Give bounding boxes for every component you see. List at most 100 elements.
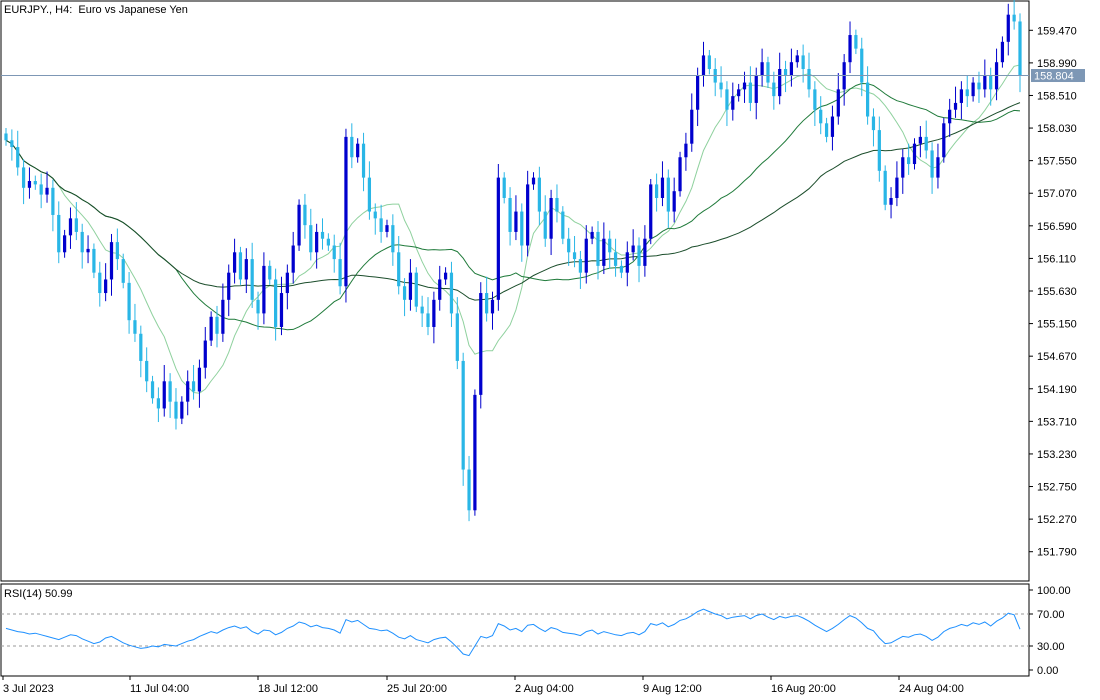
candle-body — [707, 55, 711, 69]
candle-body — [602, 238, 606, 266]
candle-body — [543, 211, 547, 239]
candle-body — [291, 245, 295, 273]
candle-body — [356, 143, 360, 158]
candle-body — [801, 55, 805, 69]
candle-body — [332, 245, 336, 260]
candle-body — [936, 157, 940, 178]
candle-body — [168, 381, 172, 402]
candle-body — [918, 136, 922, 144]
price-axis: 159.470 158.990 158.510 158.030 157.550 157.0… — [1029, 25, 1077, 559]
candle-body — [180, 401, 184, 419]
candle-body — [953, 102, 958, 110]
candle-body — [104, 279, 108, 294]
chart-header: EURJPY., H4: Euro vs Japanese Yen — [4, 4, 188, 16]
ma-slow-line — [5, 102, 1021, 301]
candle-body — [1012, 14, 1016, 22]
rsi-panel — [0, 583, 1030, 677]
candle-body — [912, 143, 917, 165]
candle-body — [672, 191, 676, 212]
candle-body — [860, 48, 864, 83]
candle-body — [174, 401, 178, 419]
candle-body — [631, 245, 635, 253]
candle-body — [309, 225, 313, 253]
candle-body — [977, 82, 981, 90]
candle-body — [426, 313, 430, 327]
candle-body — [660, 177, 665, 198]
price-tick-label: 155.150 — [1037, 319, 1077, 331]
candle-body — [854, 35, 858, 49]
candle-body — [590, 231, 594, 239]
time-axis: 3 Jul 2023 11 Jul 04:00 18 Jul 12:00 25 Jul… — [2, 676, 964, 695]
price-tick-label: 156.110 — [1037, 253, 1076, 265]
candle-body — [778, 68, 782, 97]
candle-body — [27, 181, 32, 188]
candle-body — [21, 167, 26, 188]
candle-body — [39, 184, 43, 195]
time-tick-label: 18 Jul 12:00 — [258, 683, 318, 695]
candle-body — [449, 272, 454, 314]
candle-body — [244, 259, 248, 280]
candle-body — [221, 299, 225, 334]
candle-body — [209, 316, 213, 341]
price-tick-label: 152.750 — [1037, 482, 1077, 494]
price-panel — [0, 0, 1030, 582]
candle-body — [830, 116, 835, 137]
candle-body — [10, 140, 14, 148]
candle-body — [584, 238, 588, 273]
price-tick-label: 153.710 — [1037, 416, 1077, 428]
candle-body — [725, 89, 729, 110]
candle-body — [819, 109, 823, 124]
candle-body — [57, 214, 61, 253]
candle-body — [139, 333, 143, 361]
candle-body — [256, 299, 260, 314]
price-tick-label: 158.510 — [1037, 90, 1077, 102]
candle-body — [191, 381, 196, 392]
candle-body — [344, 136, 348, 287]
candle-body — [959, 89, 963, 103]
candle-body — [924, 136, 928, 151]
candle-body — [684, 143, 688, 158]
candle-body — [414, 272, 418, 307]
moving-averages — [5, 64, 1021, 394]
candle-body — [813, 89, 817, 110]
time-tick-label: 25 Jul 20:00 — [387, 683, 447, 695]
candle-body — [373, 211, 377, 219]
candle-body — [402, 286, 407, 300]
candle-body — [485, 293, 489, 314]
candle-body — [197, 367, 202, 392]
candle-body — [232, 252, 237, 273]
candle-body — [514, 211, 518, 232]
candle-body — [156, 398, 161, 409]
candle-body — [537, 177, 541, 212]
candle-body — [502, 177, 506, 198]
candle-body — [86, 248, 90, 253]
current-price-label: 158.804 — [1034, 71, 1074, 83]
candle-body — [227, 272, 231, 300]
candle-body — [748, 82, 752, 103]
candle-body — [508, 197, 512, 232]
candle-body — [754, 75, 758, 103]
candle-body — [367, 177, 372, 212]
candle-body — [326, 238, 330, 246]
candle-body — [526, 184, 530, 246]
candle-body — [696, 75, 700, 110]
candle-body — [45, 187, 49, 195]
candle-body — [836, 89, 840, 117]
candle-body — [742, 82, 747, 90]
candle-body — [719, 82, 723, 90]
current-price-tag — [1031, 69, 1085, 83]
timeframe: H4 — [55, 4, 70, 16]
candle-body — [4, 133, 8, 141]
candle-body — [443, 272, 448, 280]
candle-body — [1000, 41, 1005, 63]
candle-body — [162, 381, 166, 409]
candlestick-series — [4, 0, 1022, 522]
price-tick-label: 156.590 — [1037, 221, 1077, 233]
price-tick-label: 157.070 — [1037, 188, 1077, 200]
candle-body — [678, 157, 682, 192]
candle-body — [303, 204, 307, 226]
candle-body — [789, 62, 794, 76]
candle-body — [438, 279, 442, 300]
candle-body — [150, 381, 155, 399]
candle-body — [455, 313, 459, 361]
